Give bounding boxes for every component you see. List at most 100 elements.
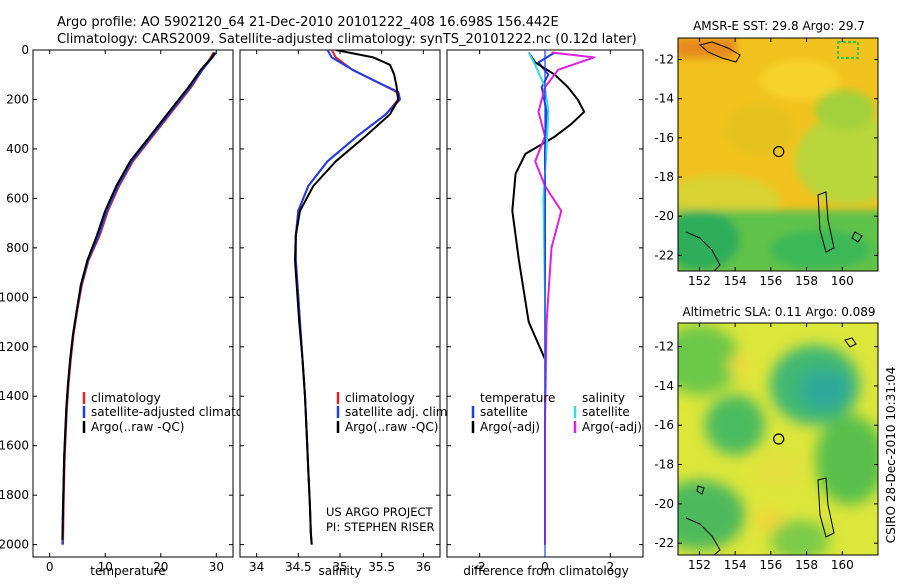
sst-map-panel: AMSR-E SST: 29.8 Argo: 29.7 152 154 156 158… <box>654 19 879 288</box>
x-tick-label: 10 <box>98 560 113 574</box>
map-y-tick-label: -12 <box>654 340 674 354</box>
salinity-legend: climatology satellite adj. clim. Argo(..… <box>336 391 451 434</box>
legend-satellite-label: satellite-adjusted climatolog <box>91 405 261 419</box>
sla-coastline <box>844 337 857 348</box>
map-y-tick-label: -18 <box>654 458 674 472</box>
salinity-series <box>294 50 401 545</box>
salinity-x-axis: 34 34.5 35 35.5 36 <box>249 50 431 574</box>
y-tick-label: 1400 <box>0 389 29 403</box>
y-tick-label: 2000 <box>0 538 29 552</box>
credit-stamp: CSIRO 28-Dec-2010 10:31:04 <box>884 367 898 544</box>
salinity-panel: 34 34.5 35 35.5 36 salinity climatology sate… <box>239 49 451 578</box>
sla-coastline <box>685 517 721 555</box>
sla-axes: 152 154 156 158 160 -12 -14 -16 -18 -20 -22 <box>654 323 878 572</box>
map-x-tick-label: 156 <box>759 274 782 288</box>
y-tick-label: 200 <box>6 92 29 106</box>
x-tick-label: 0 <box>46 560 54 574</box>
sla-map-frame <box>677 322 879 556</box>
series-line-argo-raw-qc- <box>61 52 216 540</box>
series-line-argo-raw-qc- <box>294 50 400 545</box>
temperature-x-axis: 0 10 20 30 <box>46 50 224 574</box>
header-line1: Argo profile: AO 5902120_64 21-Dec-2010 … <box>57 15 559 30</box>
map-x-tick-label: 156 <box>759 558 782 572</box>
map-x-tick-label: 154 <box>724 274 747 288</box>
sst-axes: 152 154 156 158 160 -12 -14 -16 -18 -20 -22 <box>654 38 878 288</box>
y-tick-label: 800 <box>6 241 29 255</box>
y-tick-label: 1200 <box>0 340 29 354</box>
sla-field <box>678 323 878 555</box>
y-tick-label: 1000 <box>0 290 29 304</box>
x-tick-label: 35 <box>332 560 347 574</box>
profile-location-circle <box>773 145 785 158</box>
series-line-salinity-argo-adj- <box>534 51 595 545</box>
legend-argo-label: Argo(..raw -QC) <box>345 420 438 434</box>
profile-location-circle <box>773 433 785 445</box>
difference-panel: -2 0 2 difference from climatology tempera… <box>446 49 644 578</box>
legend-sal-satellite-label: satellite <box>582 405 630 419</box>
sst-coastline <box>817 191 835 253</box>
map-y-tick-label: -14 <box>654 379 674 393</box>
sla-map-panel: Altimetric SLA: 0.11 Argo: 0.089 152 154 1… <box>654 305 879 572</box>
salinity-plot-frame <box>239 49 441 558</box>
salinity-depth-ticks <box>240 49 440 546</box>
map-y-tick-label: -16 <box>654 418 674 432</box>
temperature-legend: climatology satellite-adjusted climatolo… <box>82 391 261 434</box>
difference-xlabel: difference from climatology <box>463 564 629 578</box>
temperature-panel: 0 200 400 600 800 1000 1200 1400 1600 1800 2000 0 1… <box>0 43 261 578</box>
temperature-xlabel: temperature <box>90 564 165 578</box>
map-x-tick-label: 160 <box>831 274 854 288</box>
legend-temp-satellite-label: satellite <box>480 405 528 419</box>
map-y-tick-label: -22 <box>654 248 674 262</box>
y-tick-label: 1600 <box>0 439 29 453</box>
x-tick-label: -2 <box>474 560 486 574</box>
map-y-tick-label: -14 <box>654 92 674 106</box>
sst-coastline <box>851 231 863 243</box>
header-line2: Climatology: CARS2009. Satellite-adjuste… <box>57 32 637 47</box>
legend-climatology-label: climatology <box>91 391 161 405</box>
legend-argo-label: Argo(..raw -QC) <box>91 420 184 434</box>
map-x-tick-label: 158 <box>795 558 818 572</box>
legend-salinity-title: salinity <box>582 391 625 405</box>
series-line-temperature-argo-adj- <box>511 51 586 545</box>
y-tick-label: 0 <box>21 43 29 57</box>
sla-coastline <box>696 485 705 495</box>
map-y-tick-label: -20 <box>654 497 674 511</box>
sst-map-frame <box>677 37 879 272</box>
sst-coastline <box>685 231 721 271</box>
project-line1: US ARGO PROJECT <box>326 505 434 519</box>
sst-field <box>678 38 878 271</box>
map-x-tick-label: 152 <box>688 274 711 288</box>
x-tick-label: 2 <box>607 560 615 574</box>
map-y-tick-label: -22 <box>654 536 674 550</box>
temperature-plot-frame <box>32 49 234 558</box>
x-tick-label: 34 <box>249 560 264 574</box>
map-y-tick-label: -20 <box>654 209 674 223</box>
map-x-tick-label: 160 <box>831 558 854 572</box>
x-tick-label: 30 <box>209 560 224 574</box>
map-y-tick-label: -16 <box>654 131 674 145</box>
sst-data-gap <box>837 41 859 59</box>
legend-temperature-title: temperature <box>480 391 555 405</box>
sla-profile-marker <box>773 433 785 445</box>
x-tick-label: 20 <box>153 560 168 574</box>
map-x-tick-label: 158 <box>795 274 818 288</box>
salinity-xlabel: salinity <box>318 564 361 578</box>
legend-temp-argo-label: Argo(-adj) <box>480 420 540 434</box>
sla-map-title: Altimetric SLA: 0.11 Argo: 0.089 <box>682 305 875 319</box>
y-tick-label: 600 <box>6 191 29 205</box>
sla-coastline <box>817 477 835 538</box>
x-tick-label: 36 <box>416 560 431 574</box>
project-line2: PI: STEPHEN RISER <box>326 520 435 534</box>
map-x-tick-label: 154 <box>724 558 747 572</box>
y-tick-label: 1800 <box>0 488 29 502</box>
y-tick-label: 400 <box>6 142 29 156</box>
map-y-tick-label: -12 <box>654 53 674 67</box>
legend-sal-argo-label: Argo(-adj) <box>582 420 642 434</box>
map-y-tick-label: -18 <box>654 170 674 184</box>
sst-map-title: AMSR-E SST: 29.8 Argo: 29.7 <box>693 19 865 33</box>
sst-coastline <box>698 41 741 63</box>
temperature-series <box>61 51 218 545</box>
map-x-tick-label: 152 <box>688 558 711 572</box>
difference-series <box>511 50 595 557</box>
